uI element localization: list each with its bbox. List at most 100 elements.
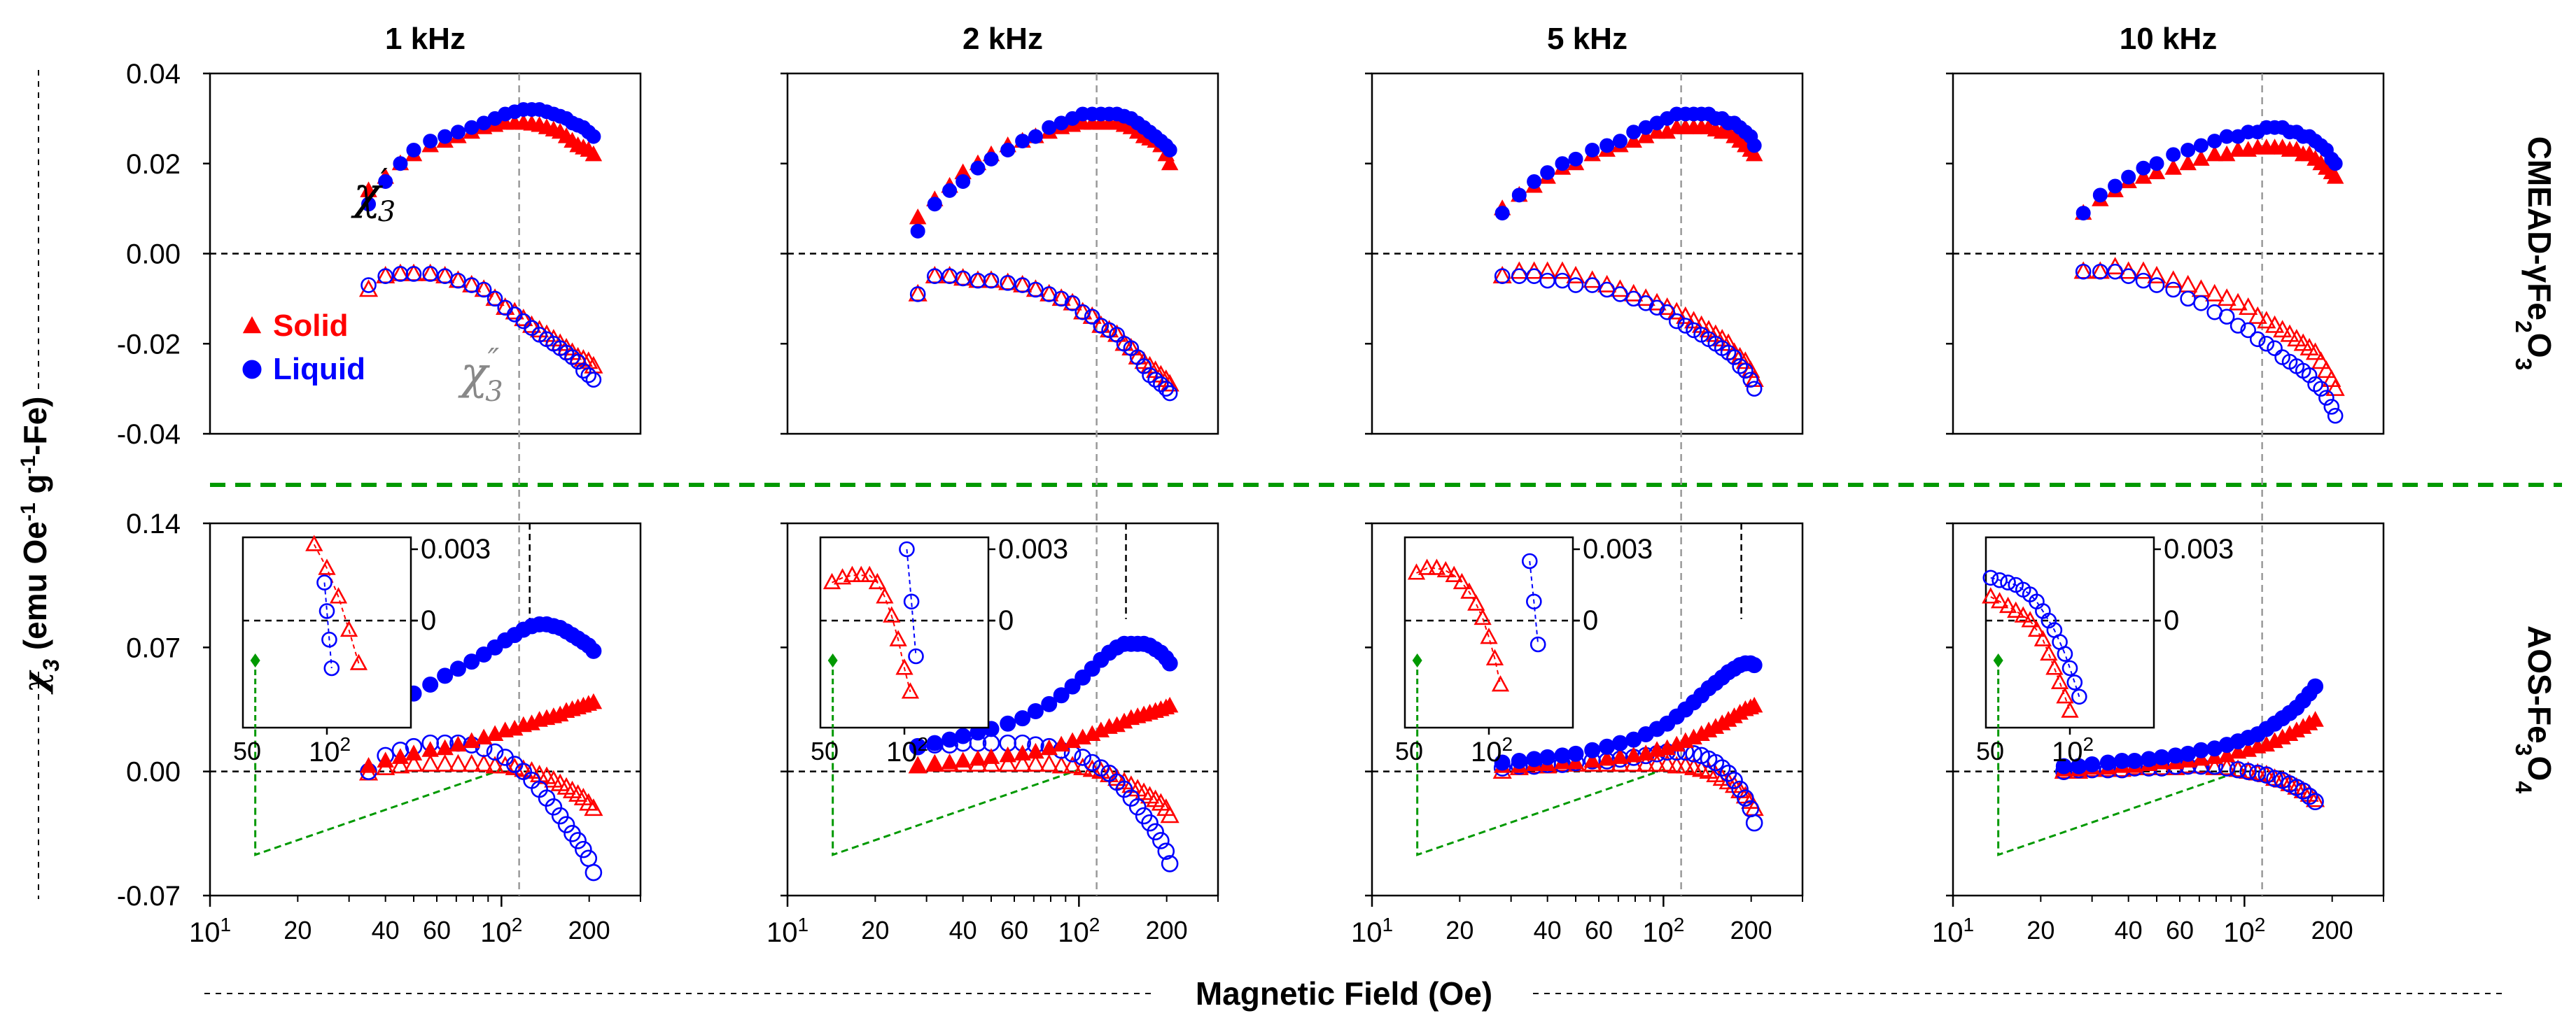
liquid-real-marker xyxy=(983,151,999,167)
solid-real-marker xyxy=(421,741,439,757)
inset-solid-marker xyxy=(1474,608,1492,625)
x-tick-label: 200 xyxy=(2311,916,2353,945)
liquid-imag-marker xyxy=(2258,335,2275,352)
liquid-imag-marker xyxy=(575,362,592,379)
liquid-imag-marker xyxy=(2294,782,2312,800)
x-tick-label-sup: 1 xyxy=(1382,914,1393,935)
liquid-imag-marker xyxy=(1028,281,1044,298)
y-axis-title-part: g xyxy=(17,474,53,503)
liquid-imag-marker xyxy=(2248,764,2267,782)
solid-real-marker xyxy=(584,693,603,709)
solid-real-marker xyxy=(2206,145,2223,162)
bottom-plot-frame xyxy=(1371,522,1804,897)
liquid-real-marker xyxy=(1527,174,1542,189)
inset-solid-marker xyxy=(1485,649,1504,665)
liquid-real-marker xyxy=(2126,752,2143,769)
inset-liquid-marker xyxy=(2071,688,2087,705)
solid-imag-marker xyxy=(1091,761,1111,779)
inset-y-tick-label: 0 xyxy=(2164,605,2179,636)
liquid-imag-marker xyxy=(2165,281,2182,298)
x-tick-label: 102 xyxy=(480,914,522,949)
inset-solid-marker xyxy=(2040,644,2058,661)
solid-imag-marker xyxy=(2134,261,2153,279)
solid-real-marker xyxy=(360,757,377,773)
solid-imag-marker xyxy=(404,754,424,772)
solid-imag-marker xyxy=(522,315,542,333)
legend-marker xyxy=(242,316,262,334)
liquid-real-marker xyxy=(1000,715,1016,732)
x-tick-label: 200 xyxy=(1730,916,1772,945)
solid-imag-marker xyxy=(2205,283,2225,302)
bottom-plot-frame xyxy=(1952,522,2385,897)
liquid-real-marker xyxy=(2136,160,2151,176)
chi-double-prime-mark: ″ xyxy=(488,342,500,378)
liquid-real-marker xyxy=(2328,156,2343,171)
liquid-real-marker xyxy=(942,183,958,198)
liquid-real-marker xyxy=(1526,751,1543,768)
y-tick-label-bottom: 0.07 xyxy=(126,632,181,663)
liquid-real-marker xyxy=(422,677,439,693)
inset-solid-marker xyxy=(1990,592,2009,609)
inset-x-tick-base: 10 xyxy=(1471,737,1502,768)
chi-double-prime-annotation: χ″ 3 xyxy=(458,342,503,408)
solid-real-marker xyxy=(1161,154,1179,171)
liquid-real-marker xyxy=(1611,735,1628,751)
liquid-imag-marker xyxy=(545,798,563,816)
liquid-imag-marker xyxy=(1084,309,1100,325)
inset-y-tick-label: 0.003 xyxy=(1583,534,1653,565)
inset-x-tick-sup: 2 xyxy=(2082,733,2094,755)
inset-solid-marker xyxy=(876,587,894,604)
inset-frame xyxy=(1984,536,2155,729)
liquid-real-marker xyxy=(1746,138,1762,153)
y-tick-label-top: 0.00 xyxy=(126,239,181,270)
inset: 0.003 0 50 102 xyxy=(811,534,1068,768)
inset-liquid-marker xyxy=(899,541,915,558)
inset-liquid-marker xyxy=(323,660,340,677)
inset-x-tick-label: 50 xyxy=(1395,737,1423,765)
inset-x-tick-label: 102 xyxy=(886,733,928,768)
solid-imag-marker xyxy=(496,756,515,774)
liquid-imag-marker xyxy=(377,268,393,284)
inset-frame xyxy=(819,536,990,729)
y-tick-label-top: 0.02 xyxy=(126,149,181,180)
liquid-real-marker xyxy=(2092,188,2108,203)
inset-liquid-marker xyxy=(908,648,924,665)
liquid-real-marker xyxy=(463,653,480,670)
solid-real-marker xyxy=(941,753,958,770)
liquid-real-marker xyxy=(927,197,942,212)
liquid-real-marker xyxy=(2076,206,2091,221)
chi-prime-mark: ′ xyxy=(381,162,388,198)
inset-solid-marker xyxy=(2061,701,2079,718)
x-tick-label-sup: 2 xyxy=(2255,914,2266,935)
inset-solid-marker xyxy=(1436,560,1455,578)
liquid-real-marker xyxy=(406,142,421,157)
x-tick-label: 101 xyxy=(1351,914,1393,949)
solid-imag-marker xyxy=(1051,756,1071,774)
liquid-real-marker xyxy=(955,728,972,744)
liquid-real-marker xyxy=(2108,178,2123,194)
chi-sub: 3 xyxy=(378,196,396,228)
liquid-imag-marker xyxy=(1685,745,1702,763)
y-axis-title-chi: χ xyxy=(16,670,54,695)
x-tick-label-base: 10 xyxy=(1351,917,1382,948)
liquid-real-marker xyxy=(2099,754,2116,771)
liquid-real-marker xyxy=(1028,129,1043,144)
liquid-real-marker xyxy=(2307,678,2324,695)
solid-imag-marker xyxy=(1538,261,1558,279)
solid-imag-marker xyxy=(505,757,524,775)
liquid-imag-marker xyxy=(1731,780,1749,798)
liquid-imag-marker xyxy=(557,816,575,833)
solid-real-marker xyxy=(584,145,603,162)
y-axis-title-part: (emu Oe xyxy=(17,521,53,659)
solid-real-marker xyxy=(954,751,972,768)
liquid-imag-marker xyxy=(1686,322,1702,339)
x-tick-label: 20 xyxy=(284,916,312,945)
liquid-real-marker xyxy=(378,174,393,189)
inset-y-tick-label: 0.003 xyxy=(421,534,491,565)
x-tick-label: 200 xyxy=(1146,916,1188,945)
x-tick-label-sup: 1 xyxy=(1963,914,1974,935)
